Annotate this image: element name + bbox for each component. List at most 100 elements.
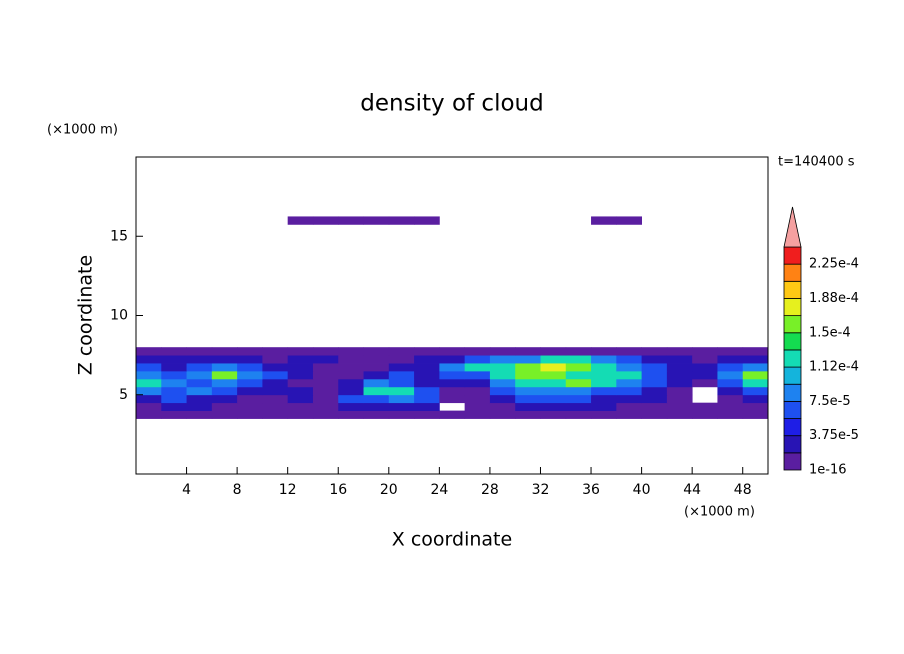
contour-cell: [237, 347, 263, 356]
contour-cell: [439, 355, 466, 364]
colorbar-tick-label: 2.25e-4: [809, 257, 859, 272]
contour-cell: [414, 216, 440, 225]
contour-cell: [515, 378, 541, 388]
contour-cell: [591, 363, 617, 372]
x-tick-label: 12: [279, 482, 297, 498]
y-unit: (×1000 m): [47, 123, 118, 138]
contour-cell: [136, 410, 162, 419]
colorbar-box: [783, 418, 802, 437]
contour-cell: [565, 370, 592, 380]
contour-cell: [414, 363, 440, 372]
colorbar-box: [783, 315, 802, 334]
x-tick-label: 4: [182, 482, 191, 498]
contour-cell: [186, 347, 213, 356]
contour-cell: [211, 410, 238, 419]
contour-cell: [666, 394, 693, 404]
contour-cell: [338, 347, 364, 356]
contour-cell: [591, 378, 617, 388]
contour-cell: [717, 370, 744, 380]
contour-cell: [565, 347, 592, 356]
chart-title: density of cloud: [360, 91, 543, 117]
contour-cell: [717, 378, 744, 388]
contour-cell: [489, 370, 516, 380]
y-tick-label: 10: [110, 308, 128, 324]
contour-cell: [565, 410, 592, 419]
contour-cell: [312, 347, 339, 356]
x-tick-label: 44: [683, 482, 701, 498]
contour-cell: [161, 402, 187, 411]
contour-cell: [565, 394, 592, 404]
y-tick-label: 5: [119, 387, 128, 403]
contour-cell: [591, 347, 617, 356]
y-axis-label: Z coordinate: [75, 255, 97, 375]
contour-cell: [388, 410, 415, 419]
contour-cell: [136, 355, 162, 364]
contour-cell: [489, 402, 516, 411]
contour-cell: [363, 410, 390, 419]
colorbar-box: [783, 383, 802, 402]
colorbar-box: [783, 263, 802, 282]
contour-cell: [312, 378, 339, 388]
contour-cell: [161, 378, 187, 388]
contour-cell: [641, 378, 668, 388]
contour-cell: [742, 402, 769, 411]
contour-cell: [414, 402, 440, 411]
contour-cell: [464, 378, 491, 388]
contour-cell: [388, 363, 415, 372]
contour-cell: [489, 410, 516, 419]
contour-cell: [540, 386, 567, 396]
contour-cell: [540, 347, 567, 356]
contour-cell: [641, 386, 668, 396]
contour-cell: [312, 386, 339, 396]
contour-cell: [237, 355, 263, 364]
contour-cell: [211, 394, 238, 404]
plot-frame: [135, 156, 769, 475]
contour-cell: [717, 347, 744, 356]
contour-cell: [692, 370, 718, 380]
contour-cell: [388, 370, 415, 380]
contour-cell: [388, 355, 415, 364]
contour-cell: [186, 394, 213, 404]
contour-cell: [439, 363, 466, 372]
contour-cell: [363, 347, 390, 356]
contour-cell: [439, 378, 466, 388]
contour-cell: [616, 363, 642, 372]
contour-cell: [540, 410, 567, 419]
contour-cell: [464, 386, 491, 396]
colorbar-tick-label: 7.5e-5: [809, 394, 851, 409]
contour-cell: [414, 410, 440, 419]
contour-cell: [262, 386, 289, 396]
contour-cell: [363, 363, 390, 372]
contour-cell: [363, 370, 390, 380]
contour-cell: [161, 386, 187, 396]
time-label: t=140400 s: [778, 155, 855, 170]
contour-cell: [388, 216, 415, 225]
contour-cell: [515, 394, 541, 404]
contour-cell: [616, 347, 642, 356]
x-unit: (×1000 m): [684, 505, 755, 520]
contour-cell: [666, 363, 693, 372]
contour-cell: [591, 216, 617, 225]
colorbar-tick-label: 1e-16: [809, 463, 847, 478]
contour-cell: [439, 394, 466, 404]
contour-cell: [717, 394, 744, 404]
contour-cell: [287, 216, 314, 225]
contour-cell: [287, 402, 314, 411]
contour-cell: [591, 402, 617, 411]
y-tick-label: 15: [110, 228, 128, 244]
contour-cell: [616, 370, 642, 380]
contour-cell: [565, 363, 592, 372]
contour-cell: [237, 363, 263, 372]
x-tick-label: 32: [532, 482, 550, 498]
contour-cell: [540, 394, 567, 404]
contour-cell: [136, 363, 162, 372]
contour-cell: [692, 402, 718, 411]
contour-cell: [414, 386, 440, 396]
contour-cell: [237, 402, 263, 411]
contour-cell: [464, 347, 491, 356]
colorbar-tick-label: 3.75e-5: [809, 428, 859, 443]
contour-cell: [565, 378, 592, 388]
contour-cell: [262, 355, 289, 364]
contour-cell: [717, 410, 744, 419]
contour-cell: [136, 394, 162, 404]
